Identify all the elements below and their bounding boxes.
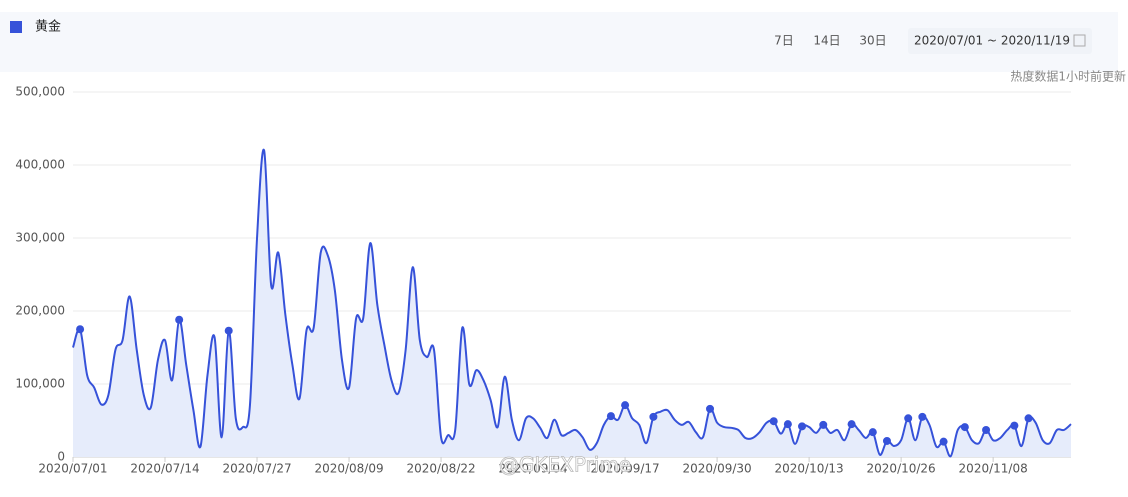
marker xyxy=(982,425,991,434)
marker xyxy=(847,420,856,429)
marker xyxy=(1024,414,1033,423)
marker xyxy=(621,401,630,410)
range-button[interactable]: 14日 xyxy=(813,34,840,48)
update-note: 热度数据1小时前更新 xyxy=(1010,69,1126,84)
y-tick-label: 200,000 xyxy=(15,304,65,318)
x-tick-label: 2020/09/30 xyxy=(683,462,752,476)
x-tick-label: 2020/10/13 xyxy=(775,462,844,476)
x-tick-label: 2020/11/08 xyxy=(959,462,1028,476)
x-tick-label: 2020/07/01 xyxy=(38,462,107,476)
marker xyxy=(960,423,969,432)
x-tick-label: 2020/08/22 xyxy=(406,462,475,476)
marker xyxy=(706,404,715,413)
y-tick-label: 400,000 xyxy=(15,158,65,172)
y-tick-label: 100,000 xyxy=(15,377,65,391)
marker xyxy=(1010,421,1019,430)
marker xyxy=(769,417,778,426)
line xyxy=(72,148,1072,458)
marker xyxy=(918,412,927,421)
x-tick-label: 2020/10/26 xyxy=(867,462,936,476)
legend-swatch xyxy=(10,21,22,33)
marker xyxy=(868,428,877,437)
marker xyxy=(224,326,233,335)
marker xyxy=(819,420,828,429)
range-button[interactable]: 7日 xyxy=(774,34,794,48)
calendar-icon[interactable] xyxy=(1073,34,1086,47)
y-tick-label: 0 xyxy=(57,450,65,464)
x-tick-label: 2020/09/17 xyxy=(590,462,659,476)
x-tick-label: 2020/08/09 xyxy=(314,462,383,476)
marker xyxy=(649,412,658,421)
y-tick-label: 300,000 xyxy=(15,231,65,245)
date-picker[interactable] xyxy=(908,28,1092,54)
area xyxy=(73,149,1071,457)
marker xyxy=(939,437,948,446)
marker xyxy=(175,315,184,324)
marker xyxy=(606,412,615,421)
x-tick-label: 2020/07/14 xyxy=(130,462,199,476)
date-range: 2020/07/01 ~ 2020/11/19 xyxy=(914,34,1070,48)
range-button[interactable]: 30日 xyxy=(859,34,886,48)
legend-label[interactable]: 黄金 xyxy=(35,19,61,35)
marker xyxy=(76,325,85,334)
marker xyxy=(882,436,891,445)
y-tick-label: 500,000 xyxy=(15,85,65,99)
marker xyxy=(783,420,792,429)
marker xyxy=(798,422,807,431)
marker xyxy=(904,414,913,423)
watermark: @GKEXPrime xyxy=(499,453,631,477)
x-tick-label: 2020/09/04 xyxy=(498,462,567,476)
x-tick-label: 2020/07/27 xyxy=(222,462,291,476)
